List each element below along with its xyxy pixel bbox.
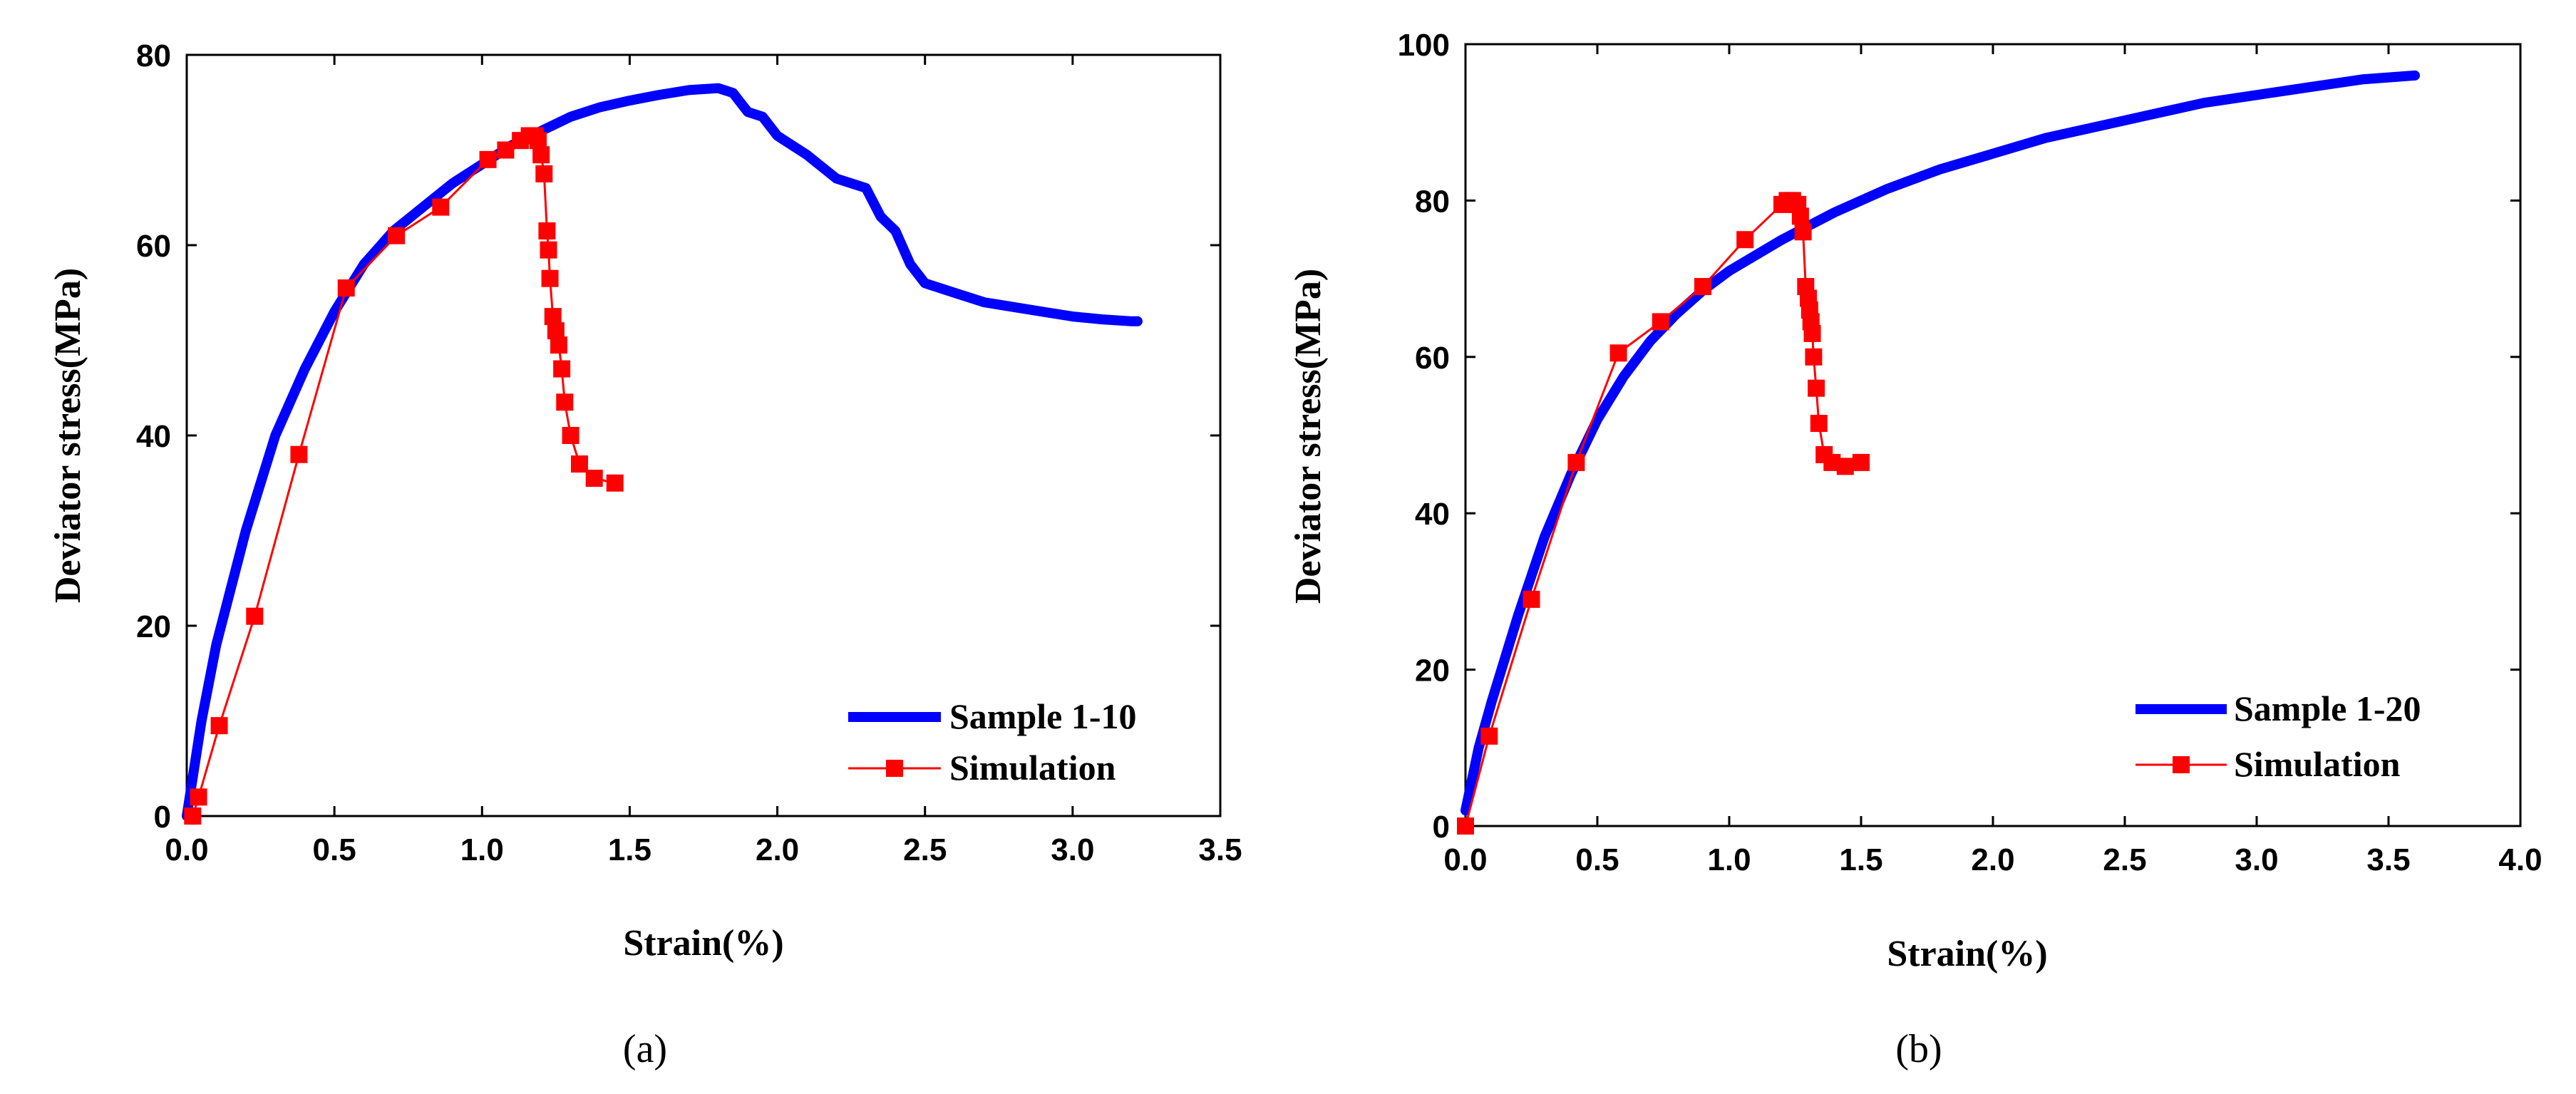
chart-a-simulation-point [553, 360, 571, 378]
chart-b-y-axis-label: Deviator stress(MPa) [1288, 269, 1329, 604]
chart-b-x-tick-label: 1.5 [1839, 842, 1882, 877]
chart-a-x-ticks: 0.0 0.5 1.0 1.5 2.0 2.5 3.0 3.5 [165, 55, 1242, 867]
chart-a-simulation-point [479, 150, 497, 168]
chart-b-legend-label-simulation: Simulation [2234, 744, 2401, 784]
chart-a-simulation-point [432, 198, 450, 216]
chart-b-x-tick-label: 3.0 [2235, 842, 2278, 877]
chart-a-simulation-point [547, 322, 565, 340]
chart-b-x-tick-label: 4.0 [2498, 842, 2542, 877]
chart-a-x-axis-label: Strain(%) [623, 923, 783, 964]
chart-a-simulation-point [571, 455, 588, 473]
chart-a-y-tick-label: 40 [136, 419, 171, 454]
chart-a-x-tick-label: 1.5 [608, 832, 651, 867]
chart-a-y-axis-label: Deviator stress(MPa) [48, 268, 88, 603]
chart-b-y-ticks: 0 20 40 60 80 100 [1398, 28, 2520, 845]
chart-b-y-tick-label: 100 [1398, 28, 1450, 63]
chart-a-simulation-point [190, 788, 207, 806]
chart-b: 0.0 0.5 1.0 1.5 2.0 2.5 3.0 3.5 4.0 0 20 40 60 80 100… [1288, 28, 2542, 1071]
chart-b-y-tick-label: 20 [1415, 654, 1450, 688]
chart-a-simulation-point [606, 474, 624, 492]
chart-a-panel-label: (a) [623, 1027, 667, 1071]
chart-b-x-ticks: 0.0 0.5 1.0 1.5 2.0 2.5 3.0 3.5 4.0 [1443, 44, 2542, 877]
chart-a-simulation-point [556, 393, 574, 411]
chart-b-x-tick-label: 0.5 [1575, 842, 1619, 877]
chart-a-y-ticks: 0 20 40 60 80 [136, 38, 1220, 835]
chart-a-simulation-point [535, 165, 553, 182]
chart-a-y-tick-label: 60 [136, 229, 171, 264]
chart-a-simulation-point [532, 146, 550, 164]
chart-b-simulation-point [1652, 313, 1669, 331]
chart-a-x-tick-label: 2.0 [756, 832, 799, 867]
chart-a-simulation-point [544, 308, 562, 326]
chart-b-simulation-point [1836, 458, 1854, 475]
chart-b-simulation-point [1803, 324, 1821, 342]
chart-a-simulation-point [541, 269, 559, 287]
chart-b-x-tick-label: 3.5 [2366, 842, 2410, 877]
chart-a-simulation-point [497, 141, 515, 159]
chart-b-series-sample-line [1460, 70, 2420, 816]
chart-a-simulation-point [585, 470, 603, 487]
chart-b-y-tick-label: 40 [1415, 497, 1450, 532]
chart-b-legend-marker-simulation [2173, 756, 2190, 773]
chart-b-simulation-point [1791, 207, 1809, 225]
chart-a-simulation-point [538, 222, 556, 239]
chart-b-x-tick-label: 1.0 [1707, 842, 1751, 877]
chart-a-x-tick-label: 0.0 [165, 832, 208, 867]
chart-a-simulation-point [540, 241, 557, 259]
chart-a-y-tick-label: 20 [136, 609, 171, 644]
chart-b-simulation-point [1808, 379, 1825, 397]
chart-a-simulation-point [530, 132, 547, 150]
chart-a-x-tick-label: 3.0 [1051, 832, 1094, 867]
chart-a-series [182, 83, 1143, 825]
chart-a-x-tick-label: 2.5 [903, 832, 947, 867]
chart-b-x-tick-label: 2.0 [1971, 842, 2014, 877]
chart-b-legend: Sample 1-20 Simulation [2135, 688, 2421, 784]
chart-a-simulation-point [184, 807, 202, 825]
chart-b-simulation-point [1736, 231, 1754, 249]
chart-a-y-tick-label: 0 [154, 800, 171, 835]
chart-b-simulation-point [1805, 348, 1823, 366]
chart-b-y-tick-label: 60 [1415, 341, 1450, 376]
chart-b-x-axis-label: Strain(%) [1887, 934, 2047, 974]
chart-b-simulation-point [1457, 817, 1474, 835]
chart-a-legend-label-simulation: Simulation [949, 748, 1116, 788]
chart-b-simulation-point [1523, 590, 1540, 608]
chart-b-simulation-point [1794, 223, 1812, 241]
chart-a-legend-marker-simulation [886, 760, 903, 777]
chart-b-series [1457, 70, 2420, 835]
chart-a-simulation-point [388, 227, 406, 244]
chart-a-simulation-point [337, 279, 355, 297]
chart-a-simulation-point [550, 336, 567, 354]
chart-b-simulation-point [1694, 278, 1711, 296]
chart-a-y-tick-label: 80 [136, 38, 171, 73]
chart-b-simulation-point [1609, 344, 1627, 362]
chart-a: 0.0 0.5 1.0 1.5 2.0 2.5 3.0 3.5 0 20 40 60 80 Strai… [48, 38, 1242, 1071]
chart-b-simulation-point [1480, 727, 1498, 745]
chart-b-y-tick-label: 80 [1415, 184, 1450, 219]
chart-b-simulation-point [1810, 415, 1828, 433]
chart-a-simulation-point [210, 717, 228, 735]
chart-b-legend-label-sample: Sample 1-20 [2234, 688, 2421, 728]
chart-b-simulation-point [1567, 453, 1585, 471]
chart-b-panel-label: (b) [1895, 1027, 1942, 1071]
chart-a-x-tick-label: 1.0 [460, 832, 504, 867]
chart-b-x-tick-label: 2.5 [2103, 842, 2146, 877]
chart-a-x-tick-label: 3.5 [1198, 832, 1242, 867]
chart-b-simulation-point [1853, 453, 1870, 471]
chart-a-simulation-point [290, 445, 308, 463]
chart-b-y-tick-label: 0 [1433, 810, 1450, 845]
chart-a-legend-label-sample: Sample 1-10 [949, 696, 1137, 736]
chart-a-series-sample-line [182, 83, 1143, 821]
chart-b-x-tick-label: 0.0 [1443, 842, 1487, 877]
chart-a-simulation-point [246, 607, 264, 625]
chart-a-simulation-point [562, 427, 579, 444]
chart-a-legend: Sample 1-10 Simulation [848, 696, 1137, 788]
chart-a-x-tick-label: 0.5 [313, 832, 356, 867]
